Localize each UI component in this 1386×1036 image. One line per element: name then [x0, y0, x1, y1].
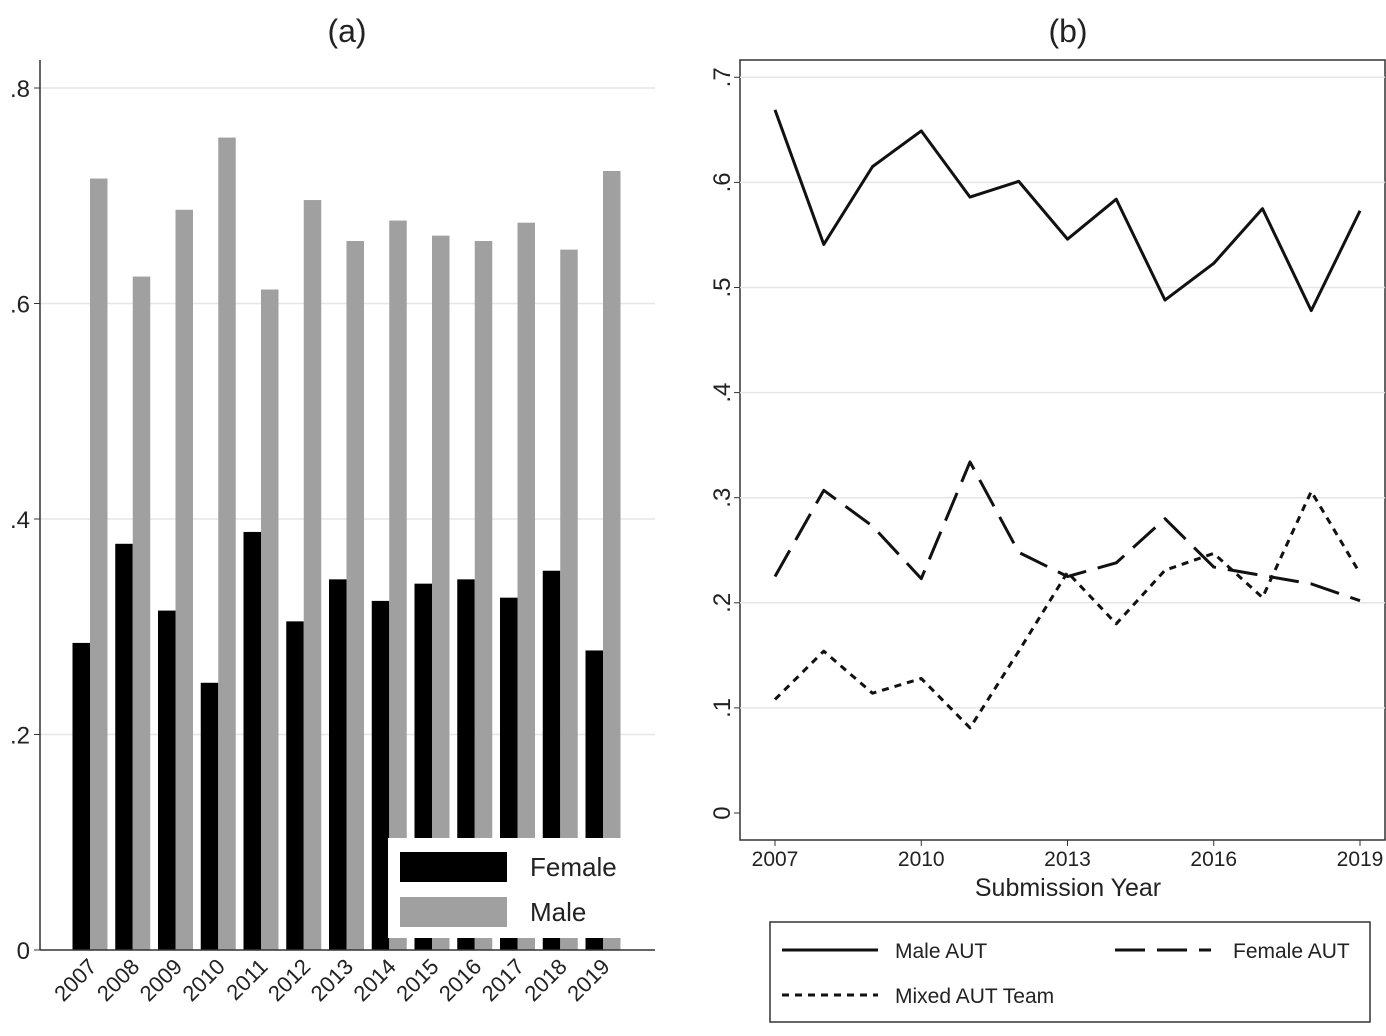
- bar-female-2008: [115, 543, 133, 950]
- legend: Male AUT Female AUT Mixed AUT Team: [769, 921, 1371, 1023]
- bar-male-2009: [175, 209, 193, 951]
- bar-female-2007: [72, 642, 90, 950]
- bar-male-2008: [132, 276, 151, 950]
- x-tick-label: 2011: [221, 954, 272, 1005]
- x-tick-label: 2012: [263, 954, 315, 1006]
- y-tick-label: 0: [17, 938, 30, 965]
- bar-male-2013: [346, 241, 364, 950]
- legend: Female Male: [388, 838, 630, 938]
- x-tick-label: 2010: [177, 954, 229, 1006]
- x-tick-label: 2016: [434, 954, 486, 1006]
- x-tick-label: 2010: [898, 848, 945, 871]
- bar-male-2007: [90, 178, 108, 950]
- legend-label-male: Male: [530, 897, 586, 927]
- x-tick-label: 2018: [519, 954, 571, 1006]
- y-tick-label: .1: [709, 698, 736, 718]
- x-axis-title: Submission Year: [975, 874, 1161, 902]
- plot-border: [739, 59, 1386, 841]
- y-tick-label: 0: [709, 806, 736, 819]
- bar-female-2010: [200, 682, 219, 950]
- y-tick-label: .2: [10, 723, 30, 750]
- x-tick-label: 2007: [752, 848, 799, 871]
- legend-swatch-female: [400, 852, 507, 882]
- bar-male-2019: [603, 170, 621, 950]
- y-tick-label: .6: [10, 292, 30, 319]
- line-mixed-aut-team: [773, 489, 1362, 730]
- x-tick-label: 2015: [391, 954, 443, 1006]
- panel-b-title: (b): [1048, 13, 1087, 49]
- bar-female-2013: [329, 579, 347, 950]
- panel-a-title: (a): [327, 13, 366, 49]
- legend-label-mixed-aut-team: Mixed AUT Team: [895, 985, 1054, 1008]
- y-tick-label: .4: [709, 383, 736, 403]
- y-tick-label: .3: [709, 488, 736, 508]
- y-tick-label: .8: [10, 76, 30, 103]
- x-tick-label: 2016: [1190, 848, 1237, 871]
- x-tick-label: 2013: [1044, 848, 1091, 871]
- y-tick-label: .6: [709, 172, 736, 192]
- x-tick-label: 2009: [135, 954, 187, 1006]
- bar-female-2009: [158, 610, 176, 950]
- bar-male-2015: [432, 235, 450, 951]
- legend-label-female: Female: [530, 852, 617, 882]
- panel-b-line-chart: (b) 0 .1 .2 .3 .4 .5 .6 .7 2007 2010 2013 2016 2019 Su…: [709, 13, 1386, 1023]
- line-male-aut: [773, 109, 1362, 313]
- bar-male-2014: [389, 220, 407, 950]
- y-tick-label: .2: [709, 593, 736, 613]
- x-tick-label: 2017: [477, 954, 529, 1006]
- x-tick-label: 2013: [306, 954, 358, 1006]
- bar-female-2011: [243, 531, 261, 950]
- bar-male-2016: [474, 241, 493, 950]
- x-tick-label: 2019: [562, 954, 614, 1006]
- legend-label-female-aut: Female AUT: [1233, 940, 1350, 963]
- legend-box: [769, 921, 1371, 1023]
- legend-swatch-male: [400, 897, 507, 927]
- y-tick-label: .4: [10, 507, 30, 534]
- x-tick-label: 2007: [49, 954, 101, 1006]
- panel-a-bar-chart: (a) 0 .2 .4 .6 .8 2007200820092010201120122013…: [10, 13, 655, 1006]
- bar-male-2010: [218, 137, 236, 951]
- bar-male-2017: [517, 222, 535, 950]
- y-tick-label: .7: [709, 67, 736, 87]
- x-tick-label: 2019: [1337, 848, 1384, 871]
- bar-male-2018: [560, 249, 578, 950]
- y-tick-label: .5: [709, 277, 736, 297]
- bar-male-2012: [303, 200, 322, 950]
- legend-label-male-aut: Male AUT: [895, 940, 987, 963]
- bar-female-2012: [286, 621, 304, 950]
- x-tick-label: 2014: [348, 954, 400, 1006]
- bar-male-2011: [261, 289, 279, 950]
- bar-female-2014: [371, 600, 390, 950]
- x-tick-label: 2008: [92, 954, 144, 1006]
